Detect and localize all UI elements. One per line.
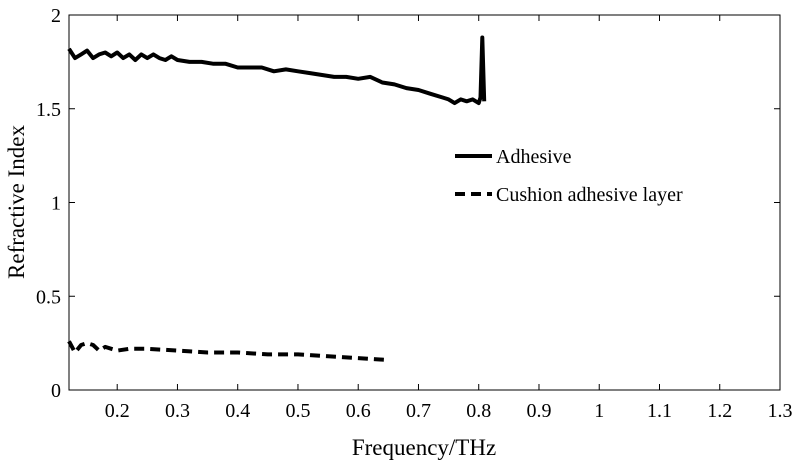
x-tick-label: 0.7: [406, 400, 431, 422]
y-tick-label: 0: [51, 380, 61, 402]
series-layer: [67, 35, 487, 362]
x-tick-label: 0.2: [105, 400, 130, 422]
x-tick-label: 0.4: [225, 400, 250, 422]
x-tick-label: 1.1: [647, 400, 672, 422]
y-tick-label: 1: [51, 193, 61, 215]
x-axis-ticks: 0.2 0.3 0.4 0.5 0.6 0.7 0.8 0.9 1 1.1 1.2 1.3: [105, 15, 793, 422]
x-tick-label: 0.8: [466, 400, 491, 422]
legend-label-cushion-adhesive-layer: Cushion adhesive layer: [496, 184, 683, 206]
x-tick-label: 0.6: [346, 400, 371, 422]
x-tick-label: 0.3: [165, 400, 190, 422]
x-tick-label: 0.5: [285, 400, 310, 422]
x-tick-label: 1: [594, 400, 604, 422]
x-tick-label: 1.3: [768, 400, 793, 422]
x-axis-label: Frequency/THz: [352, 435, 496, 460]
plot-area: [68, 14, 781, 391]
x-tick-label: 1.2: [707, 400, 732, 422]
y-tick-label: 2: [51, 5, 61, 27]
x-tick-label: 0.9: [526, 400, 551, 422]
legend-label-adhesive: Adhesive: [496, 146, 572, 168]
series-line-adhesive: [67, 35, 487, 106]
y-axis-label: Refractive Index: [4, 125, 29, 279]
legend: Adhesive Cushion adhesive layer: [455, 146, 683, 206]
y-tick-label: 1.5: [36, 99, 61, 121]
y-axis-ticks: 0 0.5 1 1.5 2: [36, 5, 780, 402]
y-tick-label: 0.5: [36, 286, 61, 308]
series-line-cushion-adhesive-layer: [67, 340, 389, 362]
